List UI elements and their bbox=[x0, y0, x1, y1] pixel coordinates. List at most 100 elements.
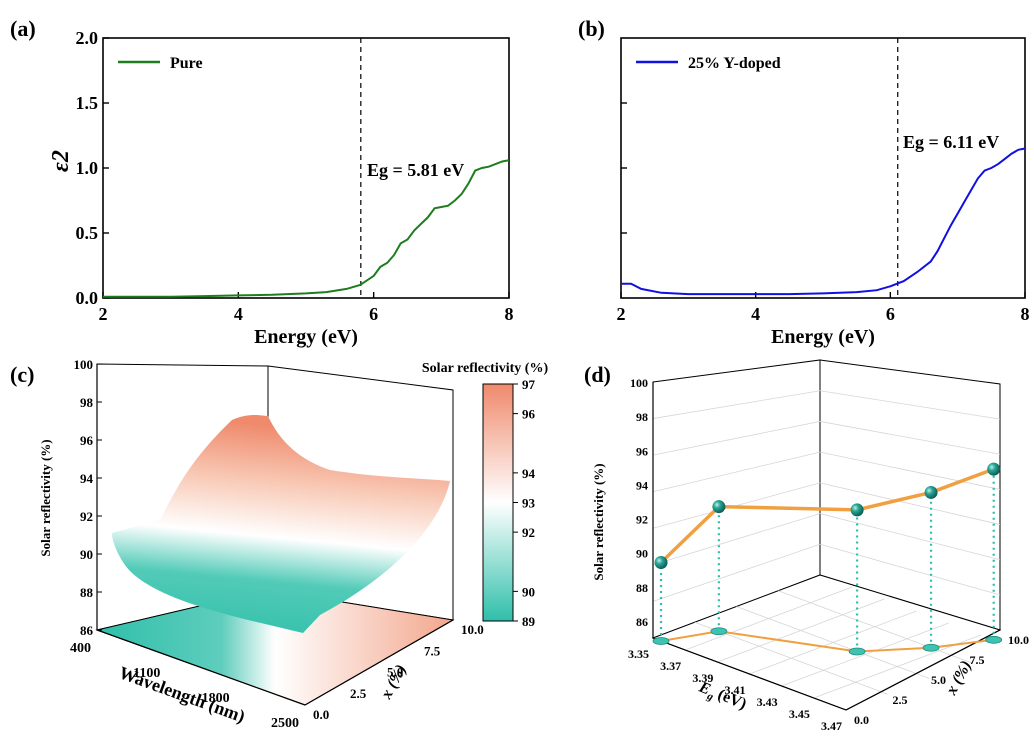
chart-b-xlabel: Energy (eV) bbox=[771, 326, 875, 348]
chart-d-ytick-label: 10.0 bbox=[1008, 633, 1029, 647]
chart-d: 86 88 90 92 94 96 98 100 3.35 3.37 3.39 3.41 3.43 3.… bbox=[591, 359, 1029, 733]
chart-c-ztick-label: 94 bbox=[80, 471, 94, 486]
chart-b-xtick-label: 2 bbox=[617, 304, 626, 324]
chart-a-xtick-label: 2 bbox=[99, 304, 108, 324]
chart-c-ytick-label: 10.0 bbox=[461, 622, 484, 637]
chart-c-colorbar-label: 97 bbox=[522, 377, 536, 392]
chart-d-floor-marker bbox=[985, 635, 1003, 644]
panel-label-d: (d) bbox=[584, 362, 611, 387]
chart-d-gridline bbox=[652, 513, 821, 566]
chart-b-xtick-label: 6 bbox=[886, 304, 895, 324]
panel-label-b: (b) bbox=[578, 16, 605, 41]
chart-d-floor-marker bbox=[848, 647, 866, 656]
chart-d-gridline bbox=[694, 621, 888, 695]
chart-c-xtick-label: 1800 bbox=[202, 691, 230, 706]
chart-b-frame bbox=[620, 37, 1026, 299]
chart-a-ytick-label: 0.5 bbox=[76, 223, 99, 243]
chart-d-floor-marker bbox=[922, 643, 940, 652]
chart-d-ztick-label: 100 bbox=[630, 376, 648, 390]
chart-d-xtick-label: 3.37 bbox=[660, 659, 681, 673]
chart-c-xtick-label: 1100 bbox=[133, 666, 160, 681]
chart-c-colorbar-title: Solar reflectivity (%) bbox=[422, 361, 549, 376]
chart-b-xtick-label: 8 bbox=[1021, 304, 1030, 324]
chart-b-series-ydoped bbox=[621, 147, 1026, 296]
chart-c-ztick-label: 98 bbox=[80, 395, 94, 410]
chart-d-xtick-label: 3.35 bbox=[628, 647, 649, 661]
chart-d-ztick-label: 88 bbox=[636, 581, 648, 595]
chart-d-gridline bbox=[819, 543, 1001, 596]
chart-d-gridline bbox=[819, 451, 1001, 490]
chart-a: 0.0 0.5 1.0 1.5 2.0 2 4 6 8 Pure Eg = 5.81 eV ε… bbox=[48, 28, 514, 348]
chart-c-right-edge bbox=[304, 619, 454, 706]
chart-d-ztick-label: 98 bbox=[636, 410, 648, 424]
chart-a-xtick-label: 8 bbox=[505, 304, 514, 324]
chart-d-data-point bbox=[924, 485, 938, 499]
chart-d-data-point bbox=[850, 503, 864, 517]
chart-d-xtick-label: 3.43 bbox=[757, 695, 778, 709]
chart-c-ztick-label: 96 bbox=[80, 433, 94, 448]
chart-b: 2 4 6 8 25% Y-doped Eg = 6.11 eV Energy (eV… bbox=[617, 37, 1030, 348]
chart-c-xtick-label: 400 bbox=[70, 641, 91, 656]
chart-c-ytick-label: 2.5 bbox=[350, 686, 367, 701]
chart-d-xtick-label: 3.45 bbox=[789, 707, 810, 721]
chart-a-ylabel: ε2 bbox=[48, 150, 74, 172]
chart-d-gridline bbox=[778, 590, 972, 664]
chart-d-gridline bbox=[819, 513, 1001, 561]
panel-label-c: (c) bbox=[10, 362, 34, 387]
chart-b-legend-label: 25% Y-doped bbox=[688, 55, 781, 72]
chart-a-ytick-label: 0.0 bbox=[76, 288, 99, 308]
chart-c-ztick-label: 100 bbox=[74, 357, 94, 372]
chart-c-ylabel: x (%) bbox=[378, 662, 410, 703]
chart-a-xtick-label: 4 bbox=[234, 304, 243, 324]
chart-d-gridline bbox=[736, 606, 930, 679]
chart-d-ztick-label: 92 bbox=[636, 513, 648, 527]
chart-d-ztick-label: 90 bbox=[636, 547, 648, 561]
chart-d-ytick-label: 2.5 bbox=[893, 693, 908, 707]
chart-d-ztick-label: 94 bbox=[636, 478, 648, 492]
chart-c-xtick-label: 2500 bbox=[271, 716, 299, 731]
chart-c-colorbar-label: 94 bbox=[522, 466, 536, 481]
chart-b-xtick-label: 4 bbox=[751, 304, 760, 324]
chart-c-ytick-label: 0.0 bbox=[313, 707, 329, 722]
chart-d-gridline bbox=[652, 543, 821, 602]
chart-d-gridline bbox=[819, 390, 1001, 420]
chart-d-ytick-label: 7.5 bbox=[970, 653, 985, 667]
chart-c-ztick-label: 90 bbox=[80, 547, 93, 562]
chart-c-ztick-label: 86 bbox=[80, 623, 94, 638]
chart-d-xtick-label: 3.41 bbox=[725, 683, 746, 697]
chart-c-surface bbox=[112, 415, 450, 633]
chart-a-xlabel: Energy (eV) bbox=[254, 326, 358, 348]
panel-label-a: (a) bbox=[10, 16, 36, 41]
chart-d-right-edge bbox=[845, 629, 1001, 711]
chart-d-data-point bbox=[712, 500, 726, 514]
chart-d-front-edge bbox=[652, 637, 847, 711]
chart-a-ytick-label: 1.5 bbox=[76, 93, 99, 113]
chart-a-legend-label: Pure bbox=[170, 55, 203, 72]
chart-d-gridline bbox=[652, 421, 821, 456]
chart-c-colorbar-label: 93 bbox=[522, 496, 536, 511]
chart-a-ytick-label: 1.0 bbox=[76, 158, 99, 178]
chart-c-colorbar-label: 89 bbox=[522, 614, 536, 629]
chart-c-colorbar-label: 92 bbox=[522, 525, 535, 540]
chart-d-floor-marker bbox=[710, 627, 728, 636]
chart-d-ztick-label: 96 bbox=[636, 444, 648, 458]
chart-c-zlabel: Solar reflectivity (%) bbox=[38, 439, 53, 556]
chart-d-xtick-label: 3.39 bbox=[692, 671, 713, 685]
chart-c-ztick-label: 92 bbox=[80, 509, 93, 524]
chart-d-floor-marker bbox=[652, 637, 670, 645]
chart-d-data-point bbox=[987, 462, 1001, 476]
chart-d-gridline bbox=[652, 390, 821, 419]
chart-c-colorbar-label: 90 bbox=[522, 584, 535, 599]
chart-c-colorbar bbox=[482, 383, 514, 622]
chart-d-data-point bbox=[654, 555, 668, 569]
chart-c-ytick-label: 7.5 bbox=[424, 643, 441, 658]
chart-a-ytick-label: 2.0 bbox=[76, 28, 99, 48]
chart-a-series-pure bbox=[103, 159, 510, 298]
chart-d-ytick-label: 5.0 bbox=[931, 673, 946, 687]
chart-d-ylabel: x (%) bbox=[943, 658, 975, 699]
chart-d-gridline bbox=[652, 451, 821, 493]
chart-a-annotation: Eg = 5.81 eV bbox=[367, 160, 464, 180]
chart-d-ztick-label: 86 bbox=[636, 615, 648, 629]
chart-b-annotation: Eg = 6.11 eV bbox=[903, 132, 999, 152]
